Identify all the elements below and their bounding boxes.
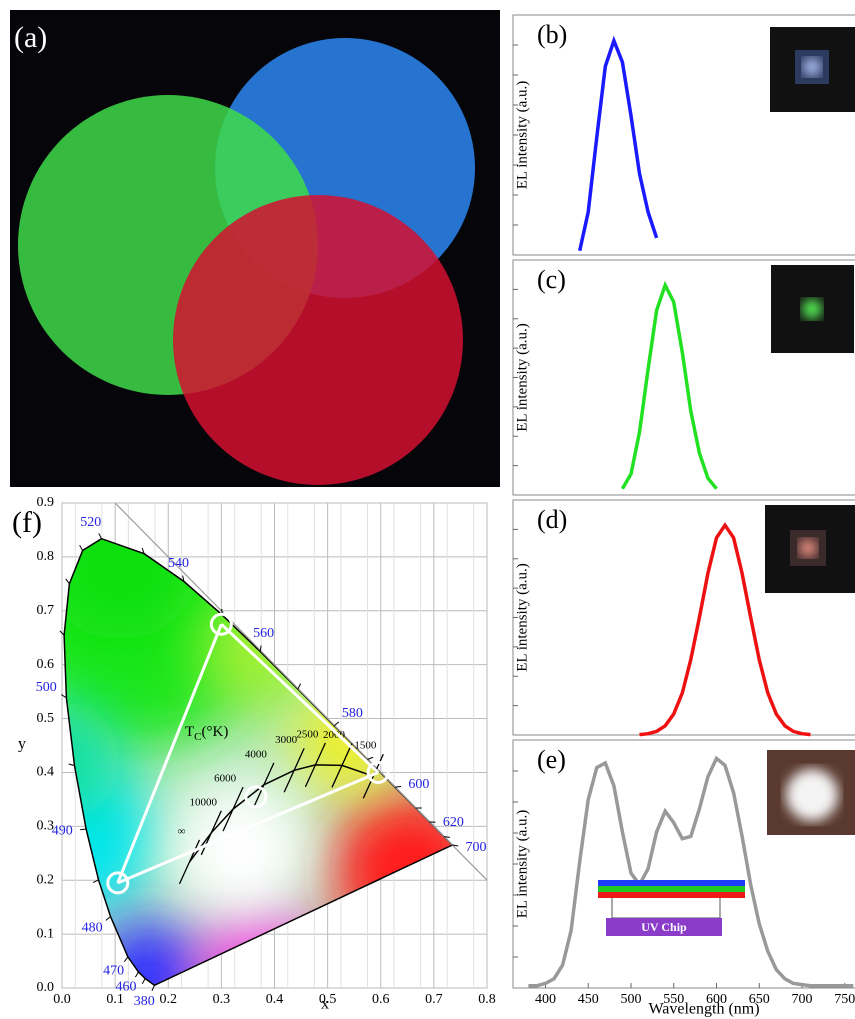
wavelength-label: 460 (115, 980, 136, 995)
wavelength-label: 490 (52, 823, 73, 838)
panel-label: (c) (537, 265, 566, 294)
wavelength-label: 540 (168, 556, 189, 571)
y-tick-label: 0.6 (37, 657, 55, 672)
x-tick-label: 450 (578, 992, 599, 1007)
y-tick-label: 0.8 (37, 549, 55, 564)
wavelength-label: 520 (80, 515, 101, 530)
x-tick-label: 0.8 (478, 992, 496, 1007)
led-glow (799, 539, 817, 557)
led-glow (803, 58, 821, 76)
panel-label: (d) (537, 505, 567, 534)
x-axis-label: x (321, 996, 329, 1013)
spectrum-line (622, 285, 716, 489)
spectrum-line (580, 41, 657, 251)
temperature-label: 3000 (275, 734, 298, 746)
x-tick-label: 400 (535, 992, 556, 1007)
wavelength-label: 480 (82, 920, 103, 935)
tc-label-main: T (185, 724, 194, 740)
y-axis-label: EL intensity (a.u.) (514, 81, 530, 190)
x-tick-label: 0.3 (213, 992, 231, 1007)
panel-label: (e) (537, 745, 566, 774)
tc-label-sub: C (194, 731, 201, 743)
photo-panel: (a) (10, 10, 500, 487)
chip-outline (612, 898, 720, 918)
temperature-label: ∞ (178, 825, 186, 837)
y-tick-label: 0.4 (37, 765, 55, 780)
x-tick-label: 750 (834, 992, 855, 1007)
x-tick-label: 0.2 (160, 992, 178, 1007)
panel-label: (b) (537, 20, 567, 49)
red-disc (173, 195, 463, 485)
y-tick-label: 0.1 (37, 926, 55, 941)
page: {"photo": {"label": "(a)"}, "chart_data"… (0, 0, 855, 1019)
x-tick-label: 0.4 (266, 992, 284, 1007)
x-tick-label: 500 (620, 992, 641, 1007)
tc-label-rest: (°K) (202, 724, 229, 740)
led-glow (802, 299, 822, 319)
wavelength-label: 580 (342, 706, 363, 721)
temperature-label: 6000 (214, 773, 237, 785)
y-tick-label: 0.5 (37, 711, 55, 726)
panel-label: (f) (12, 506, 42, 539)
y-tick-label: 0.7 (37, 603, 55, 618)
chip-label: UV Chip (641, 920, 687, 934)
x-tick-label: 0.0 (53, 992, 71, 1007)
wavelength-label: 560 (253, 626, 274, 641)
gamut-color (0, 700, 120, 820)
led-insets (765, 27, 855, 835)
wavelength-label: 700 (465, 840, 486, 855)
y-axis-label: EL intensity (a.u.) (514, 810, 530, 919)
y-axis-label: y (18, 736, 26, 753)
layer-blue (598, 880, 745, 886)
wavelength-label: 620 (443, 815, 464, 830)
y-axis-label: EL intensity (a.u.) (514, 563, 530, 672)
temperature-label: 4000 (245, 748, 268, 760)
y-axis-label: EL intensity (a.u.) (514, 323, 530, 432)
layer-red (598, 892, 745, 898)
y-tick-label: 0.2 (37, 872, 55, 887)
figure: (a) EL intensity (a.u.) (b) EL intensity (… (0, 0, 855, 1019)
wavelength-label: 380 (134, 994, 155, 1009)
temperature-label: 2500 (296, 728, 319, 740)
x-tick-label: 700 (791, 992, 812, 1007)
led-glow (786, 769, 838, 821)
temperature-label: 1500 (354, 740, 377, 752)
x-tick-label: 0.6 (372, 992, 390, 1007)
wavelength-label: 500 (36, 680, 57, 695)
panel-label: (a) (14, 21, 47, 54)
x-axis-label: Wavelength (nm) (648, 1001, 759, 1018)
wavelength-label: 600 (408, 777, 429, 792)
y-tick-label: 0.0 (37, 980, 55, 995)
x-tick-label: 0.7 (425, 992, 443, 1007)
tc-label: TC(°K) (185, 724, 228, 742)
temperature-label: 10000 (190, 796, 218, 808)
layer-green (598, 886, 745, 892)
wavelength-label: 470 (103, 964, 124, 979)
